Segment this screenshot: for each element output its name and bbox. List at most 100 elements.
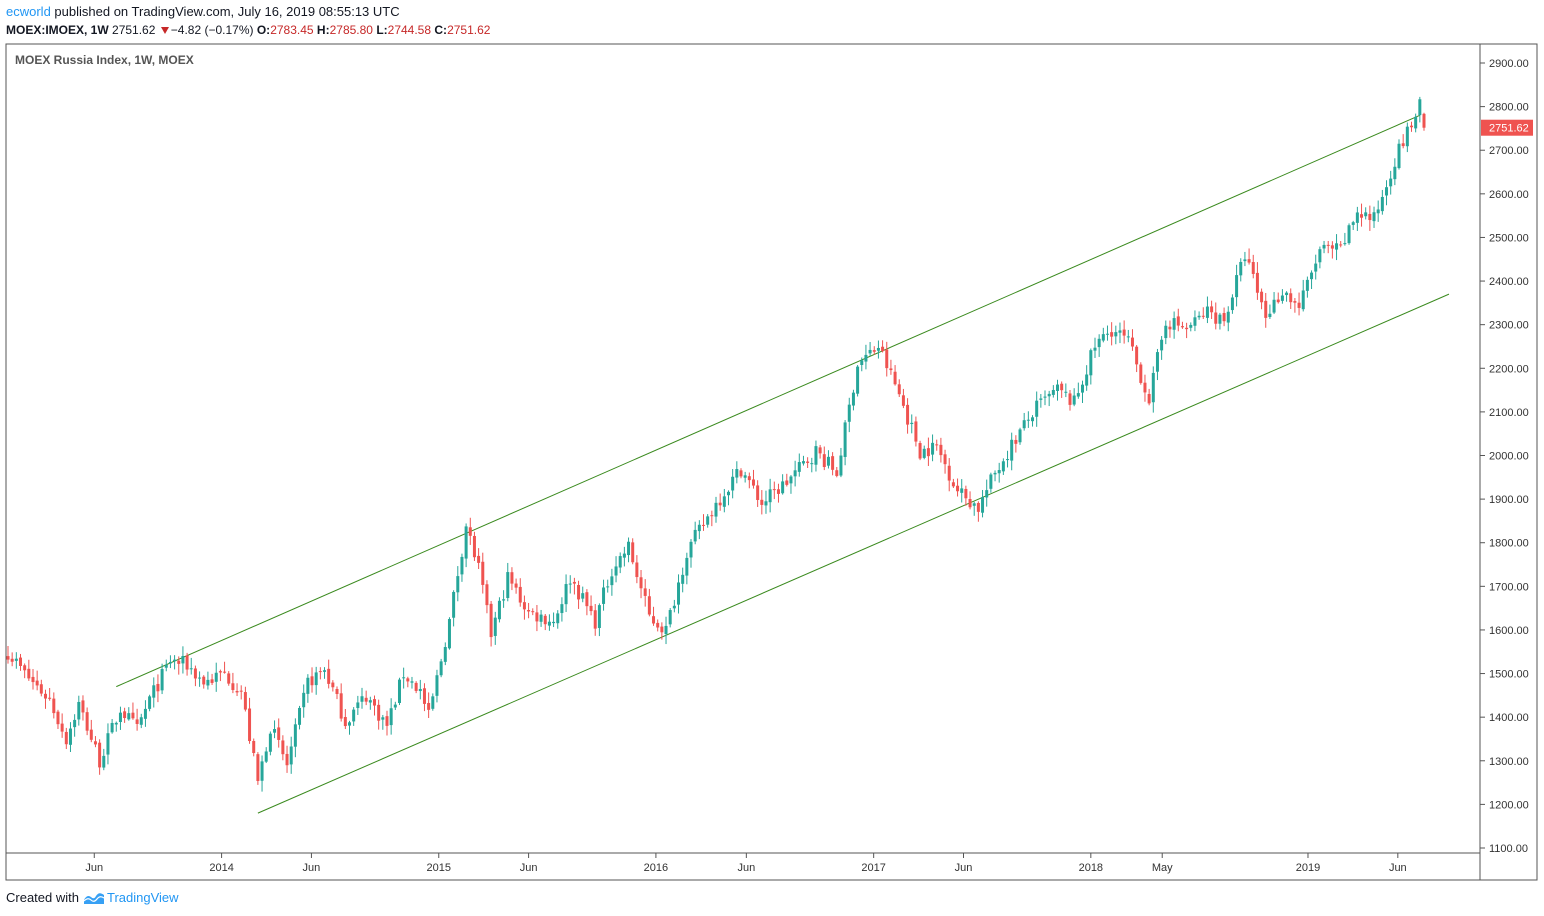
candle-body <box>835 470 839 476</box>
candle-body <box>885 349 889 369</box>
y-tick-label: 1700.00 <box>1489 581 1529 593</box>
candle-body <box>1035 400 1039 417</box>
candle-body <box>502 599 506 601</box>
brand-text[interactable]: TradingView <box>106 890 179 905</box>
candle-body <box>248 708 252 742</box>
candle-body <box>1243 259 1247 262</box>
candle-body <box>427 702 431 710</box>
last-price-label: 2751.62 <box>1489 123 1529 135</box>
price-axis[interactable]: 2900.00 2800.00 2700.00 2600.00 2500.00 2400.… <box>1480 58 1529 855</box>
candle-body <box>148 696 152 709</box>
candle-body <box>256 754 260 781</box>
candle-body <box>593 610 597 629</box>
candle-body <box>414 682 418 691</box>
candle-body <box>218 671 222 673</box>
candle-body <box>485 584 489 606</box>
candle-body <box>1289 293 1293 303</box>
candle-body <box>143 708 147 719</box>
candle-body <box>1168 326 1172 330</box>
candle-body <box>622 553 626 558</box>
candle-body <box>472 535 476 558</box>
candle-body <box>1164 325 1168 339</box>
candle-body <box>252 740 256 754</box>
candle-body <box>1193 317 1197 326</box>
candle-body <box>368 700 372 703</box>
candle-body <box>693 529 697 542</box>
candle-body <box>1139 364 1143 383</box>
candle-body <box>1172 318 1176 330</box>
candle-body <box>697 524 701 532</box>
candle-body <box>185 655 189 670</box>
candle-body <box>339 693 343 719</box>
candle-body <box>618 556 622 568</box>
candle-body <box>452 591 456 618</box>
candle-body <box>231 683 235 690</box>
candle-body <box>1280 295 1284 301</box>
candle-body <box>535 612 539 622</box>
candle-body <box>210 679 214 683</box>
candle-body <box>572 581 576 584</box>
candle-body <box>631 542 635 563</box>
candle-body <box>960 488 964 493</box>
candle-body <box>298 707 302 725</box>
candle-body <box>1114 332 1118 337</box>
candle-body <box>1185 327 1189 330</box>
y-tick-label: 2000.00 <box>1489 451 1529 463</box>
candle-body <box>1330 245 1334 249</box>
candle-body <box>48 697 52 699</box>
candle-body <box>106 733 110 755</box>
x-tick-label: Jun <box>1389 862 1407 874</box>
candle-body <box>668 610 672 625</box>
candle-body <box>152 685 156 698</box>
candle-body <box>1326 244 1330 246</box>
candle-body <box>1272 299 1276 313</box>
candle-body <box>114 722 118 725</box>
candle-body <box>1072 395 1076 405</box>
candle-body <box>193 668 197 679</box>
candle-body <box>710 515 714 517</box>
candle-body <box>810 463 814 465</box>
candle-body <box>198 677 202 679</box>
candle-body <box>672 605 676 609</box>
candle-body <box>881 346 885 352</box>
candle-body <box>910 422 914 425</box>
candle-body <box>756 485 760 500</box>
candle-body <box>343 717 347 727</box>
candle-body <box>1230 297 1234 311</box>
x-tick-label: 2018 <box>1079 862 1103 874</box>
candle-body <box>627 541 631 556</box>
candle-body <box>1360 214 1364 218</box>
candle-body <box>260 761 264 781</box>
ohlc-legend: MOEX:IMOEX, 1W 2751.62 −4.82 (−0.17%) O:… <box>6 22 490 38</box>
open-value: 2783.45 <box>270 23 314 37</box>
candle-body <box>110 722 114 733</box>
candle-body <box>360 696 364 702</box>
candle-body <box>189 668 193 670</box>
low-value: 2744.58 <box>387 23 432 37</box>
candle-body <box>64 731 68 745</box>
candle-body <box>1118 330 1122 333</box>
publisher-name[interactable]: ecworld <box>6 4 51 19</box>
candle-body <box>747 476 751 481</box>
candle-body <box>1385 187 1389 196</box>
candle-body <box>139 717 143 725</box>
candle-body <box>581 593 585 599</box>
candle-body <box>918 443 922 459</box>
time-axis[interactable]: Jun 2014 Jun 2015 Jun 2016 Jun 2017 Jun 2018 May 20… <box>85 853 1407 874</box>
y-tick-label: 1400.00 <box>1489 712 1529 724</box>
candle-body <box>602 587 606 604</box>
candle-body <box>818 447 822 454</box>
candle-body <box>735 469 739 478</box>
candle-body <box>939 444 943 456</box>
candle-body <box>1018 429 1022 443</box>
candle-body <box>1247 259 1251 263</box>
candle-body <box>1135 346 1139 365</box>
candle-body <box>1068 393 1072 405</box>
candle-body <box>447 619 451 649</box>
candle-body <box>1122 329 1126 336</box>
candle-body <box>302 692 306 708</box>
candle-body <box>606 586 610 588</box>
candle-body <box>681 574 685 584</box>
candle-body <box>993 472 997 475</box>
